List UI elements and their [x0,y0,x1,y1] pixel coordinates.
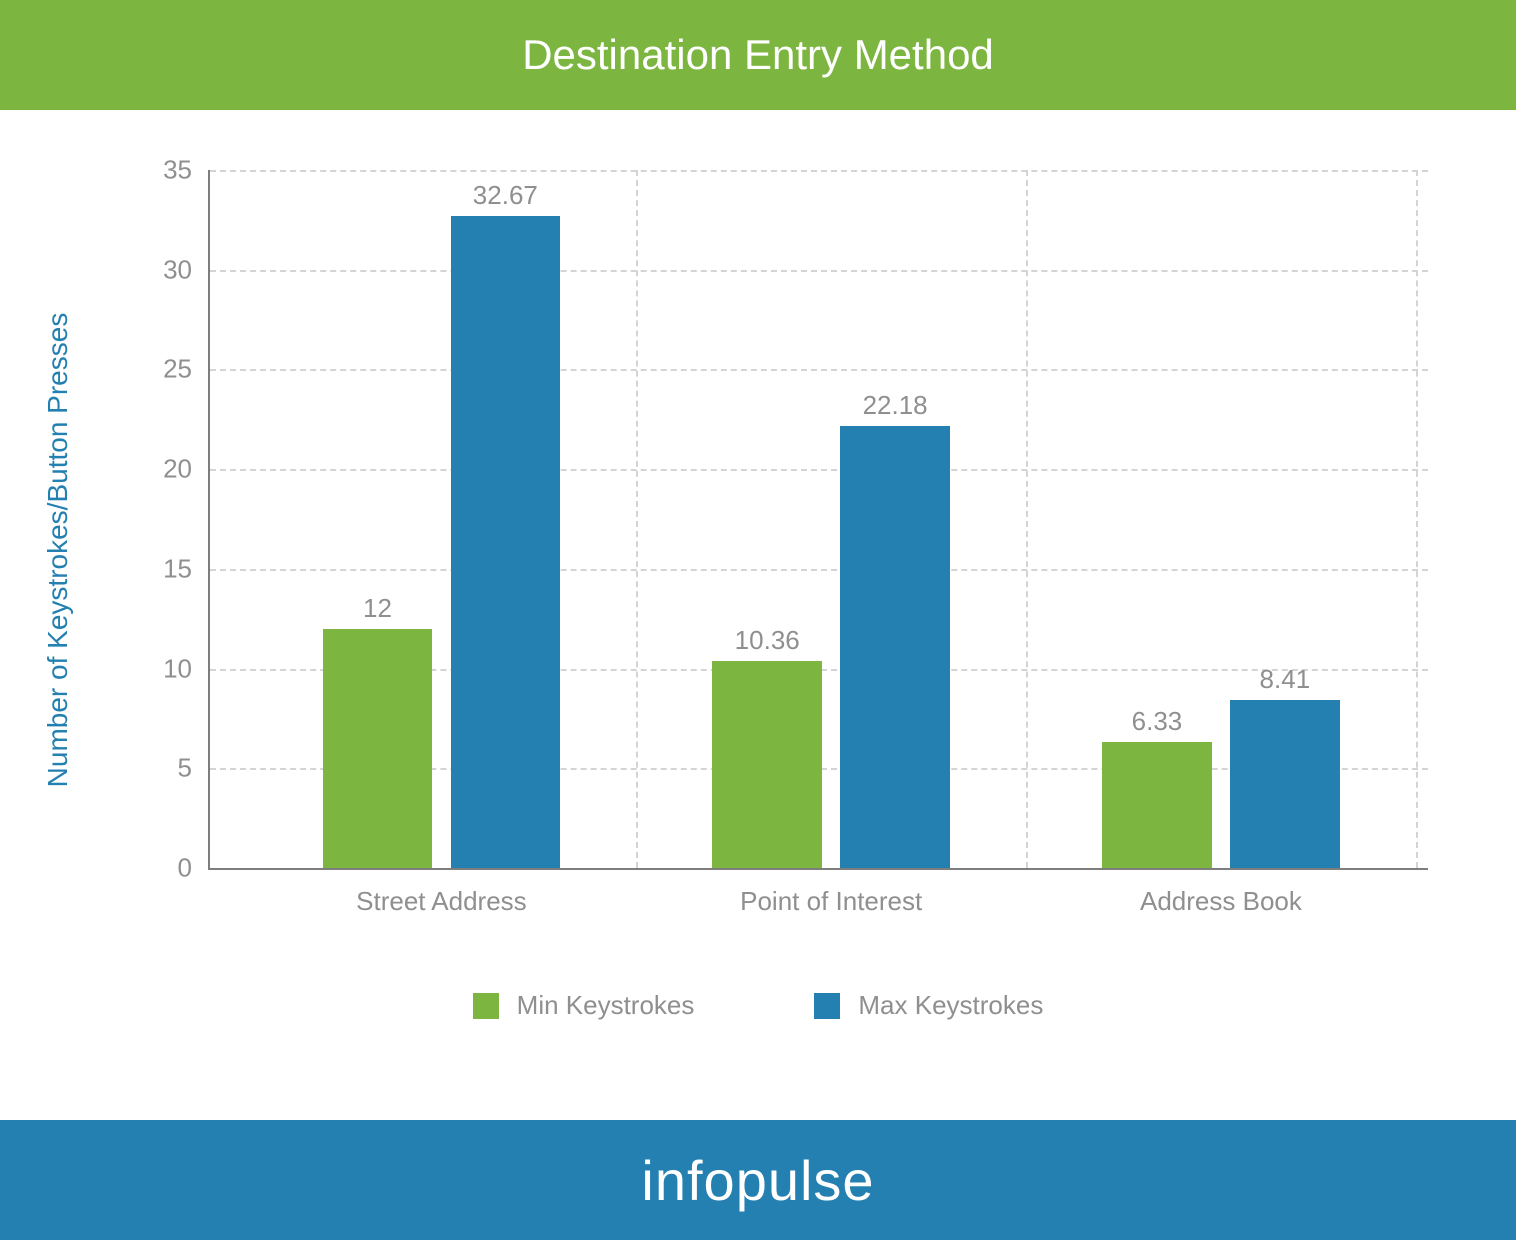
y-tick-label: 30 [163,254,192,285]
y-tick-label: 25 [163,354,192,385]
legend: Min Keystrokes Max Keystrokes [0,990,1516,1021]
gridline [210,270,1428,272]
y-tick-label: 15 [163,553,192,584]
gridline [210,569,1428,571]
chart-header: Destination Entry Method [0,0,1516,110]
plot-area: 05101520253035Street Address1232.67Point… [208,170,1428,870]
legend-item: Min Keystrokes [473,990,695,1021]
legend-swatch [814,993,840,1019]
footer-brand: infopulse [0,1120,1516,1240]
y-axis-label: Number of Keystrokes/Button Presses [42,313,74,788]
gridline [210,469,1428,471]
gridline [210,369,1428,371]
gridline [210,170,1428,172]
vgridline [1416,170,1418,868]
y-tick-label: 0 [178,853,192,884]
bar: 12 [323,629,433,868]
x-tick-label: Point of Interest [740,886,922,917]
bar-value-label: 32.67 [473,180,538,211]
bar-value-label: 22.18 [863,390,928,421]
y-tick-label: 5 [178,753,192,784]
y-tick-label: 10 [163,653,192,684]
vgridline [636,170,638,868]
chart-area: Number of Keystrokes/Button Presses 0510… [88,170,1428,930]
bar: 8.41 [1230,700,1340,868]
legend-label: Min Keystrokes [517,990,695,1021]
bar: 10.36 [712,661,822,868]
y-tick-label: 35 [163,155,192,186]
bar-value-label: 12 [363,593,392,624]
legend-item: Max Keystrokes [814,990,1043,1021]
x-tick-label: Street Address [356,886,527,917]
bar: 6.33 [1102,742,1212,868]
bar: 32.67 [451,216,561,868]
vgridline [1026,170,1028,868]
x-tick-label: Address Book [1140,886,1302,917]
y-tick-label: 20 [163,454,192,485]
legend-swatch [473,993,499,1019]
bar-value-label: 6.33 [1132,706,1183,737]
bar: 22.18 [840,426,950,868]
bar-value-label: 10.36 [735,625,800,656]
legend-label: Max Keystrokes [858,990,1043,1021]
bar-value-label: 8.41 [1260,664,1311,695]
